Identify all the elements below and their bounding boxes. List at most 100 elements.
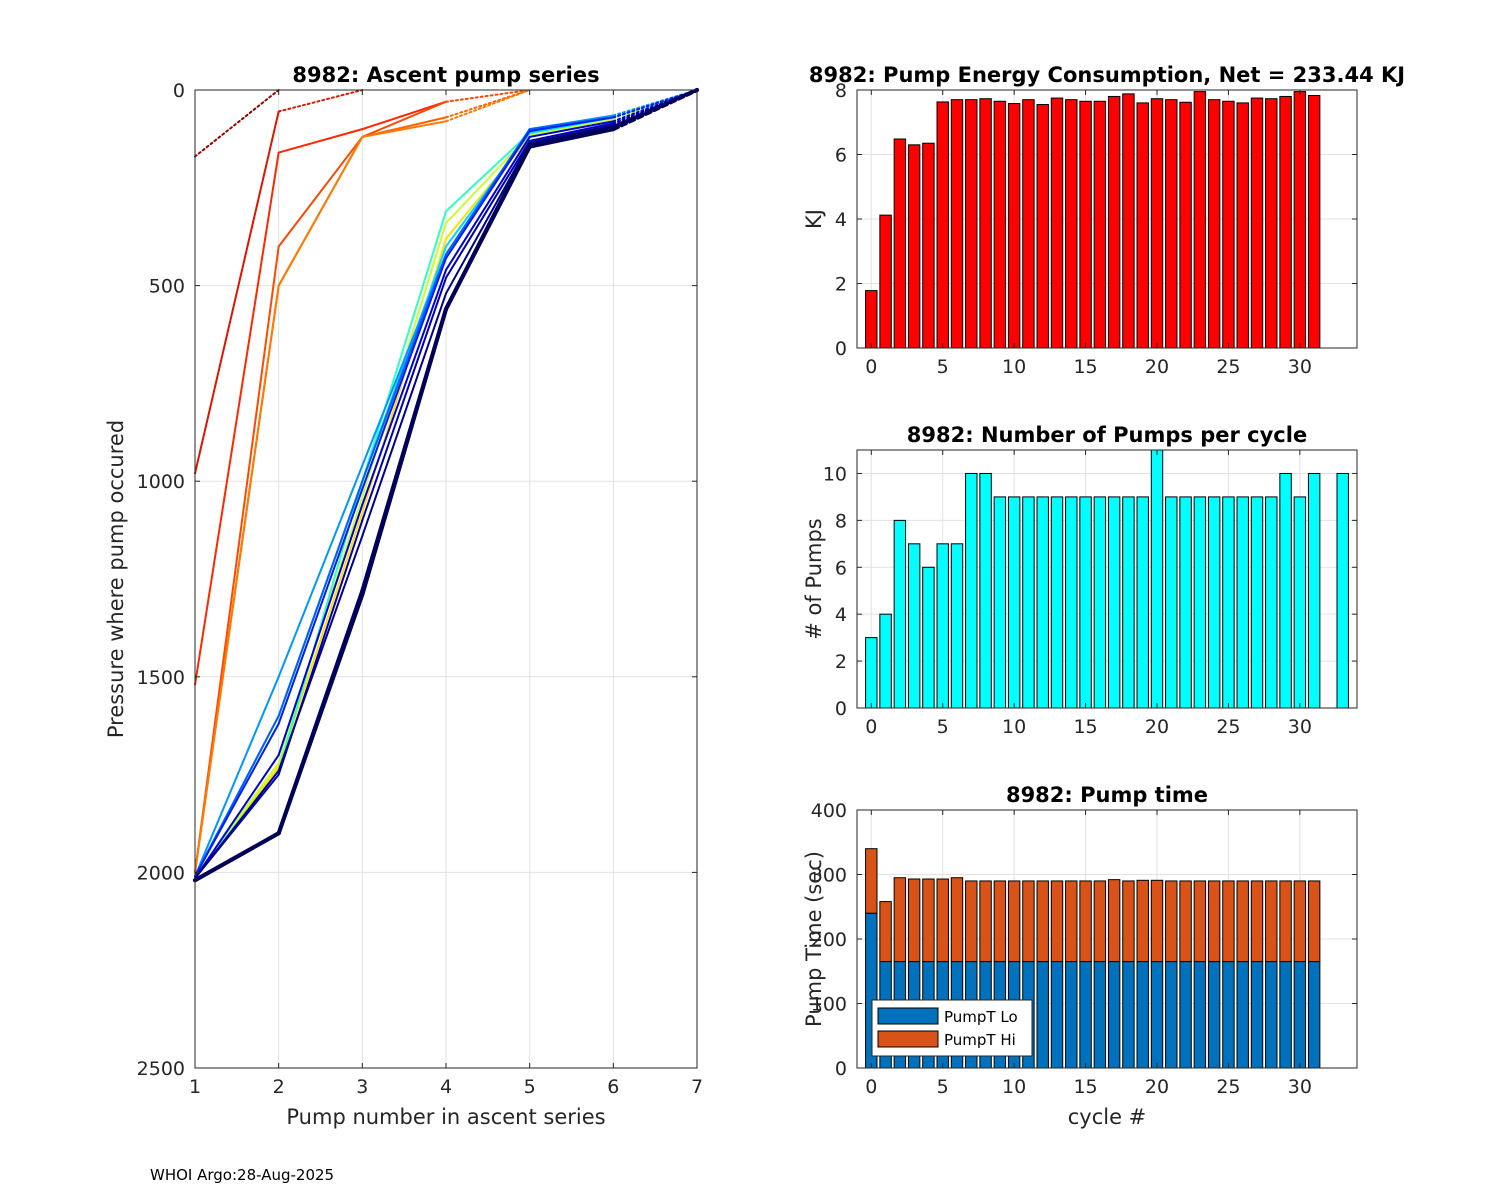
bar: [1250, 97, 1264, 349]
y-axis-label: Pressure where pump occured: [104, 420, 128, 738]
x-tick-label: 6: [607, 1076, 619, 1098]
x-tick-label: 0: [865, 1076, 877, 1098]
x-tick-label: 15: [1073, 716, 1097, 738]
y-tick-label: 300: [811, 865, 847, 887]
bar-segment: [1136, 961, 1149, 1069]
bar-segment: [1136, 879, 1149, 963]
chart-title: 8982: Number of Pumps per cycle: [907, 423, 1307, 447]
legend-entry: PumpT Hi: [944, 1031, 1016, 1049]
legend-swatch: [877, 1030, 939, 1048]
bar-segment: [1236, 961, 1249, 1069]
bar: [1165, 99, 1178, 349]
series-segment: [445, 89, 531, 119]
bar-segment: [1150, 879, 1164, 963]
y-tick-label: 2: [835, 274, 847, 296]
series-segment: [194, 151, 280, 686]
bar-segment: [1207, 880, 1221, 963]
series-segment: [445, 132, 531, 213]
bar: [1279, 95, 1292, 349]
x-tick-label: 10: [1002, 356, 1026, 378]
series-segment: [360, 307, 448, 597]
series-segment: [277, 503, 364, 757]
bar: [1165, 496, 1178, 709]
bar: [893, 138, 907, 349]
x-tick-label: 25: [1216, 716, 1240, 738]
series-segment: [528, 116, 615, 133]
series-segment: [361, 210, 447, 483]
x-tick-label: 30: [1288, 356, 1312, 378]
bar: [1107, 95, 1121, 349]
series-segment: [277, 135, 364, 287]
bar: [922, 142, 935, 349]
series-lines: [193, 88, 699, 883]
bar: [1050, 496, 1064, 709]
y-axis-label: Pump Time (sec): [802, 851, 826, 1027]
bar: [1022, 99, 1035, 349]
bar-segment: [1122, 880, 1135, 963]
bar-segment: [936, 878, 949, 963]
bar: [1150, 98, 1164, 349]
series-segment: [527, 127, 616, 149]
bar-segment: [907, 878, 921, 963]
bars: [865, 449, 1349, 709]
series-line: [194, 89, 280, 158]
chart-title: 8982: Pump time: [1006, 783, 1208, 807]
bar-segment: [1165, 961, 1178, 1069]
series-segment: [361, 292, 447, 537]
bar-segment: [1179, 961, 1192, 1069]
bar: [1293, 91, 1307, 349]
y-tick-label: 2000: [137, 862, 185, 884]
x-tick-label: 4: [440, 1076, 452, 1098]
bar: [965, 99, 978, 349]
bar-segment: [1065, 880, 1078, 963]
bar: [1265, 98, 1278, 349]
bar: [922, 566, 935, 709]
bar: [993, 100, 1007, 349]
y-tick-label: 500: [149, 276, 185, 298]
bar: [965, 472, 978, 709]
bar-segment: [1150, 961, 1164, 1069]
bar: [1036, 496, 1049, 709]
chart-title: 8982: Pump Energy Consumption, Net = 233…: [809, 63, 1405, 87]
y-tick-label: 10: [823, 463, 847, 485]
bar-segment: [1250, 961, 1264, 1069]
x-tick-label: 1: [189, 1076, 201, 1098]
x-axis-label: cycle #: [1068, 1105, 1147, 1129]
bar: [1036, 104, 1049, 349]
bar-segment: [1279, 880, 1292, 963]
y-tick-label: 0: [835, 698, 847, 720]
bar-segment: [1050, 961, 1064, 1069]
bar: [1136, 496, 1149, 709]
y-tick-label: 6: [835, 557, 847, 579]
y-axis-label: # of Pumps: [802, 518, 826, 640]
bar: [979, 472, 992, 709]
y-tick-label: 8: [835, 80, 847, 102]
bar: [1065, 99, 1078, 349]
bar-segment: [1093, 880, 1107, 963]
bar-segment: [1036, 880, 1049, 963]
x-tick-label: 2: [273, 1076, 285, 1098]
bar-segment: [1179, 880, 1192, 963]
bar: [1179, 101, 1192, 349]
bar-segment: [922, 878, 935, 963]
series-line: [194, 89, 698, 878]
bar-segment: [1207, 961, 1221, 1069]
series-segment: [277, 488, 364, 725]
bar: [1193, 496, 1207, 709]
series-segment: [277, 534, 364, 772]
series-segment: [444, 144, 532, 312]
bar-segment: [1036, 961, 1049, 1069]
bar: [865, 290, 878, 349]
y-tick-label: 4: [835, 209, 847, 231]
bar-segment: [865, 848, 878, 914]
x-tick-label: 10: [1002, 716, 1026, 738]
bar: [1250, 496, 1264, 709]
series-segment: [277, 89, 364, 113]
y-tick-label: 6: [835, 145, 847, 167]
series-segment: [361, 100, 447, 131]
x-tick-label: 7: [691, 1076, 703, 1098]
series-segment: [277, 135, 364, 248]
series-segment: [194, 284, 280, 874]
